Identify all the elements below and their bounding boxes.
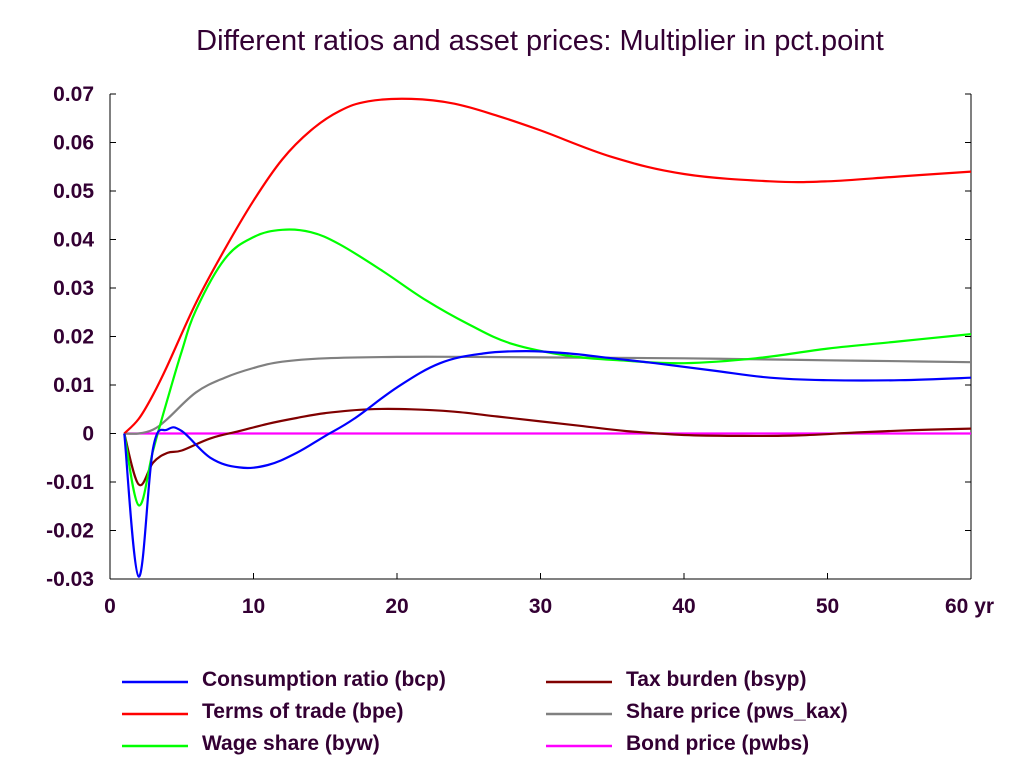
series-line-0: [123, 350, 972, 578]
series-line-2: [123, 228, 972, 507]
legend-label-1: Terms of trade (bpe): [202, 700, 403, 723]
legend-label-5: Bond price (pwbs): [626, 732, 809, 755]
series-line-4: [124, 355, 972, 435]
x-tick-label: 0: [104, 595, 116, 618]
x-tick-label: 10: [242, 595, 265, 618]
y-tick-label: 0.07: [53, 83, 94, 106]
y-tick-label: 0.02: [53, 326, 94, 349]
x-tick-label: 20: [385, 595, 408, 618]
y-tick-label: -0.03: [46, 568, 94, 591]
series-line-1: [123, 97, 972, 435]
x-tick-label: 30: [529, 595, 552, 618]
legend-label-0: Consumption ratio (bcp): [202, 668, 446, 691]
legend-label-2: Wage share (byw): [202, 732, 380, 755]
y-tick-label: 0.04: [53, 229, 94, 252]
plot-area: [123, 97, 972, 578]
legend-label-3: Tax burden (bsyp): [626, 668, 806, 691]
y-tick-label: 0.01: [53, 374, 94, 397]
x-tick-label: 40: [672, 595, 695, 618]
y-tick-label: 0.03: [53, 277, 94, 300]
y-tick-label: -0.01: [46, 471, 94, 494]
y-tick-label: 0.05: [53, 180, 94, 203]
series-line-3: [123, 407, 972, 487]
y-tick-label: 0.06: [53, 132, 94, 155]
y-tick-label: -0.02: [46, 520, 94, 543]
legend-label-4: Share price (pws_kax): [626, 700, 848, 723]
chart-title: Different ratios and asset prices: Multi…: [196, 25, 884, 57]
axes: -0.03 -0.02 -0.01 0 0.01 0.02 0.03 0.04 0.05 0.06…: [46, 83, 994, 618]
x-tick-label: 60 yr: [945, 595, 994, 618]
x-tick-label: 50: [816, 595, 839, 618]
y-tick-label: 0: [82, 423, 94, 446]
legend: Consumption ratio (bcp) Terms of trade (b…: [122, 668, 848, 755]
